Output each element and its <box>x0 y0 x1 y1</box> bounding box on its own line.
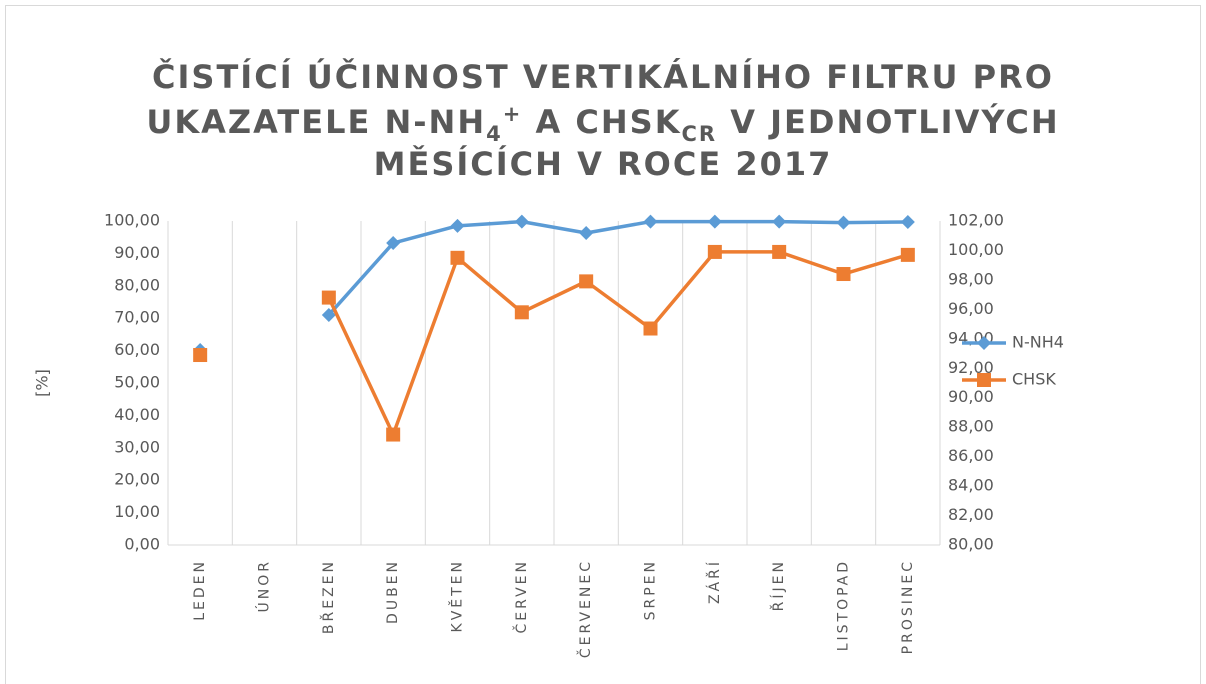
title-subscript: 4 <box>486 122 503 146</box>
title-part: V JEDNOTLIVÝCH <box>717 103 1060 141</box>
x-tick-label: LISTOPAD <box>836 559 852 651</box>
y-tick-label: 60,00 <box>114 340 160 359</box>
point-marker <box>514 305 529 320</box>
legend-label: N-NH4 <box>1012 333 1064 352</box>
x-tick-label: PROSINEC <box>900 559 916 654</box>
point-marker <box>321 290 336 305</box>
chart-title-line: ČISTÍCÍ ÚČINNOST VERTIKÁLNÍHO FILTRU PRO <box>152 57 1054 96</box>
y2-tick-label: 88,00 <box>948 417 994 436</box>
y2-tick-label: 80,00 <box>948 535 994 554</box>
y2-tick-label: 98,00 <box>948 269 994 288</box>
chart-title-line: UKAZATELE N-NH4+ A CHSKCR V JEDNOTLIVÝCH <box>146 102 1059 146</box>
legend-marker <box>977 373 991 387</box>
point-marker <box>772 214 787 229</box>
title-subscript: CR <box>681 122 717 146</box>
point-marker <box>579 225 594 240</box>
y-tick-label: 40,00 <box>114 405 160 424</box>
x-tick-label: ŘÍJEN <box>770 559 787 611</box>
x-tick-label: ČERVEN <box>512 559 530 633</box>
point-marker <box>386 427 401 442</box>
legend-label: CHSK <box>1012 370 1056 389</box>
point-marker <box>836 215 851 230</box>
point-marker <box>900 247 915 262</box>
point-marker <box>579 274 594 289</box>
y-axis-label: [%] <box>33 369 52 397</box>
title-part: MĚSÍCÍCH V ROCE 2017 <box>374 145 833 183</box>
y-tick-label: 100,00 <box>104 211 160 230</box>
x-tick-label: DUBEN <box>385 559 401 624</box>
x-tick-label: SRPEN <box>643 559 659 620</box>
y2-tick-label: 102,00 <box>948 211 1004 230</box>
y-tick-label: 10,00 <box>114 502 160 521</box>
y2-tick-label: 84,00 <box>948 476 994 495</box>
point-marker <box>193 348 208 363</box>
series-line <box>327 250 909 437</box>
point-marker <box>900 214 915 229</box>
point-marker <box>321 307 336 322</box>
point-marker <box>514 214 529 229</box>
x-tick-label: ÚNOR <box>255 559 273 612</box>
y2-tick-label: 96,00 <box>948 299 994 318</box>
point-marker <box>707 244 722 259</box>
y-tick-label: 20,00 <box>114 470 160 489</box>
y-tick-label: 30,00 <box>114 437 160 456</box>
y-tick-label: 0,00 <box>124 535 160 554</box>
legend-marker <box>977 336 991 350</box>
x-tick-label: ZÁŘÍ <box>706 559 723 604</box>
x-tick-label: KVĚTEN <box>449 559 466 632</box>
point-marker <box>772 244 787 259</box>
y-tick-label: 90,00 <box>114 243 160 262</box>
y2-tick-label: 100,00 <box>948 240 1004 259</box>
title-part: A CHSK <box>522 103 681 141</box>
y-tick-label: 80,00 <box>114 275 160 294</box>
y2-tick-label: 92,00 <box>948 358 994 377</box>
point-marker <box>643 214 658 229</box>
title-part: ČISTÍCÍ ÚČINNOST VERTIKÁLNÍHO FILTRU PRO <box>152 57 1054 96</box>
x-tick-label: BŘEZEN <box>320 559 337 634</box>
point-marker <box>836 267 851 282</box>
point-marker <box>643 321 658 336</box>
title-superscript: + <box>503 102 523 126</box>
x-tick-label: LEDEN <box>192 559 208 621</box>
point-marker <box>450 250 465 265</box>
y2-tick-label: 82,00 <box>948 505 994 524</box>
point-marker <box>707 214 722 229</box>
y-tick-label: 70,00 <box>114 308 160 327</box>
point-marker <box>450 218 465 233</box>
point-marker <box>386 236 401 251</box>
chart-title-line: MĚSÍCÍCH V ROCE 2017 <box>374 145 833 183</box>
y-tick-label: 50,00 <box>114 373 160 392</box>
y2-tick-label: 86,00 <box>948 446 994 465</box>
y2-tick-label: 90,00 <box>948 387 994 406</box>
x-tick-label: ČERVENEC <box>576 559 594 658</box>
title-part: UKAZATELE N-NH <box>146 103 486 141</box>
series-line <box>327 219 908 317</box>
